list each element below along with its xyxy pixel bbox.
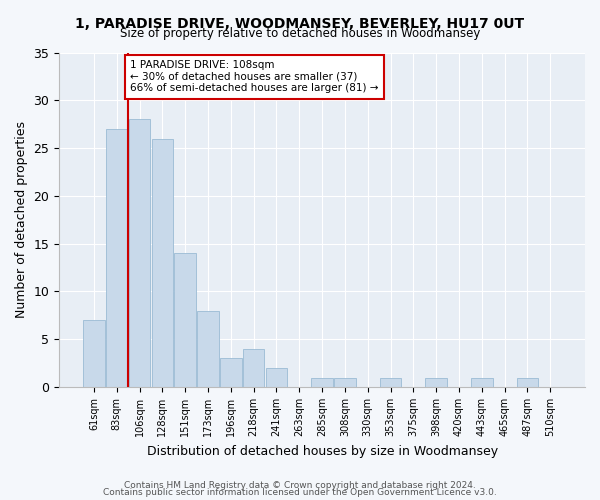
Bar <box>152 138 173 387</box>
Text: 1, PARADISE DRIVE, WOODMANSEY, BEVERLEY, HU17 0UT: 1, PARADISE DRIVE, WOODMANSEY, BEVERLEY,… <box>76 18 524 32</box>
Bar <box>175 253 196 387</box>
Bar <box>128 120 151 387</box>
Bar <box>380 378 401 387</box>
Bar <box>311 378 333 387</box>
Bar <box>83 320 105 387</box>
Bar <box>266 368 287 387</box>
Text: 1 PARADISE DRIVE: 108sqm
← 30% of detached houses are smaller (37)
66% of semi-d: 1 PARADISE DRIVE: 108sqm ← 30% of detach… <box>130 60 379 94</box>
Bar <box>517 378 538 387</box>
Bar <box>425 378 447 387</box>
Text: Contains HM Land Registry data © Crown copyright and database right 2024.: Contains HM Land Registry data © Crown c… <box>124 480 476 490</box>
Text: Size of property relative to detached houses in Woodmansey: Size of property relative to detached ho… <box>120 28 480 40</box>
Bar <box>243 349 265 387</box>
Y-axis label: Number of detached properties: Number of detached properties <box>15 122 28 318</box>
Bar <box>220 358 242 387</box>
Bar <box>197 310 219 387</box>
Bar <box>106 129 128 387</box>
Bar <box>471 378 493 387</box>
Bar <box>334 378 356 387</box>
X-axis label: Distribution of detached houses by size in Woodmansey: Distribution of detached houses by size … <box>146 444 497 458</box>
Text: Contains public sector information licensed under the Open Government Licence v3: Contains public sector information licen… <box>103 488 497 497</box>
